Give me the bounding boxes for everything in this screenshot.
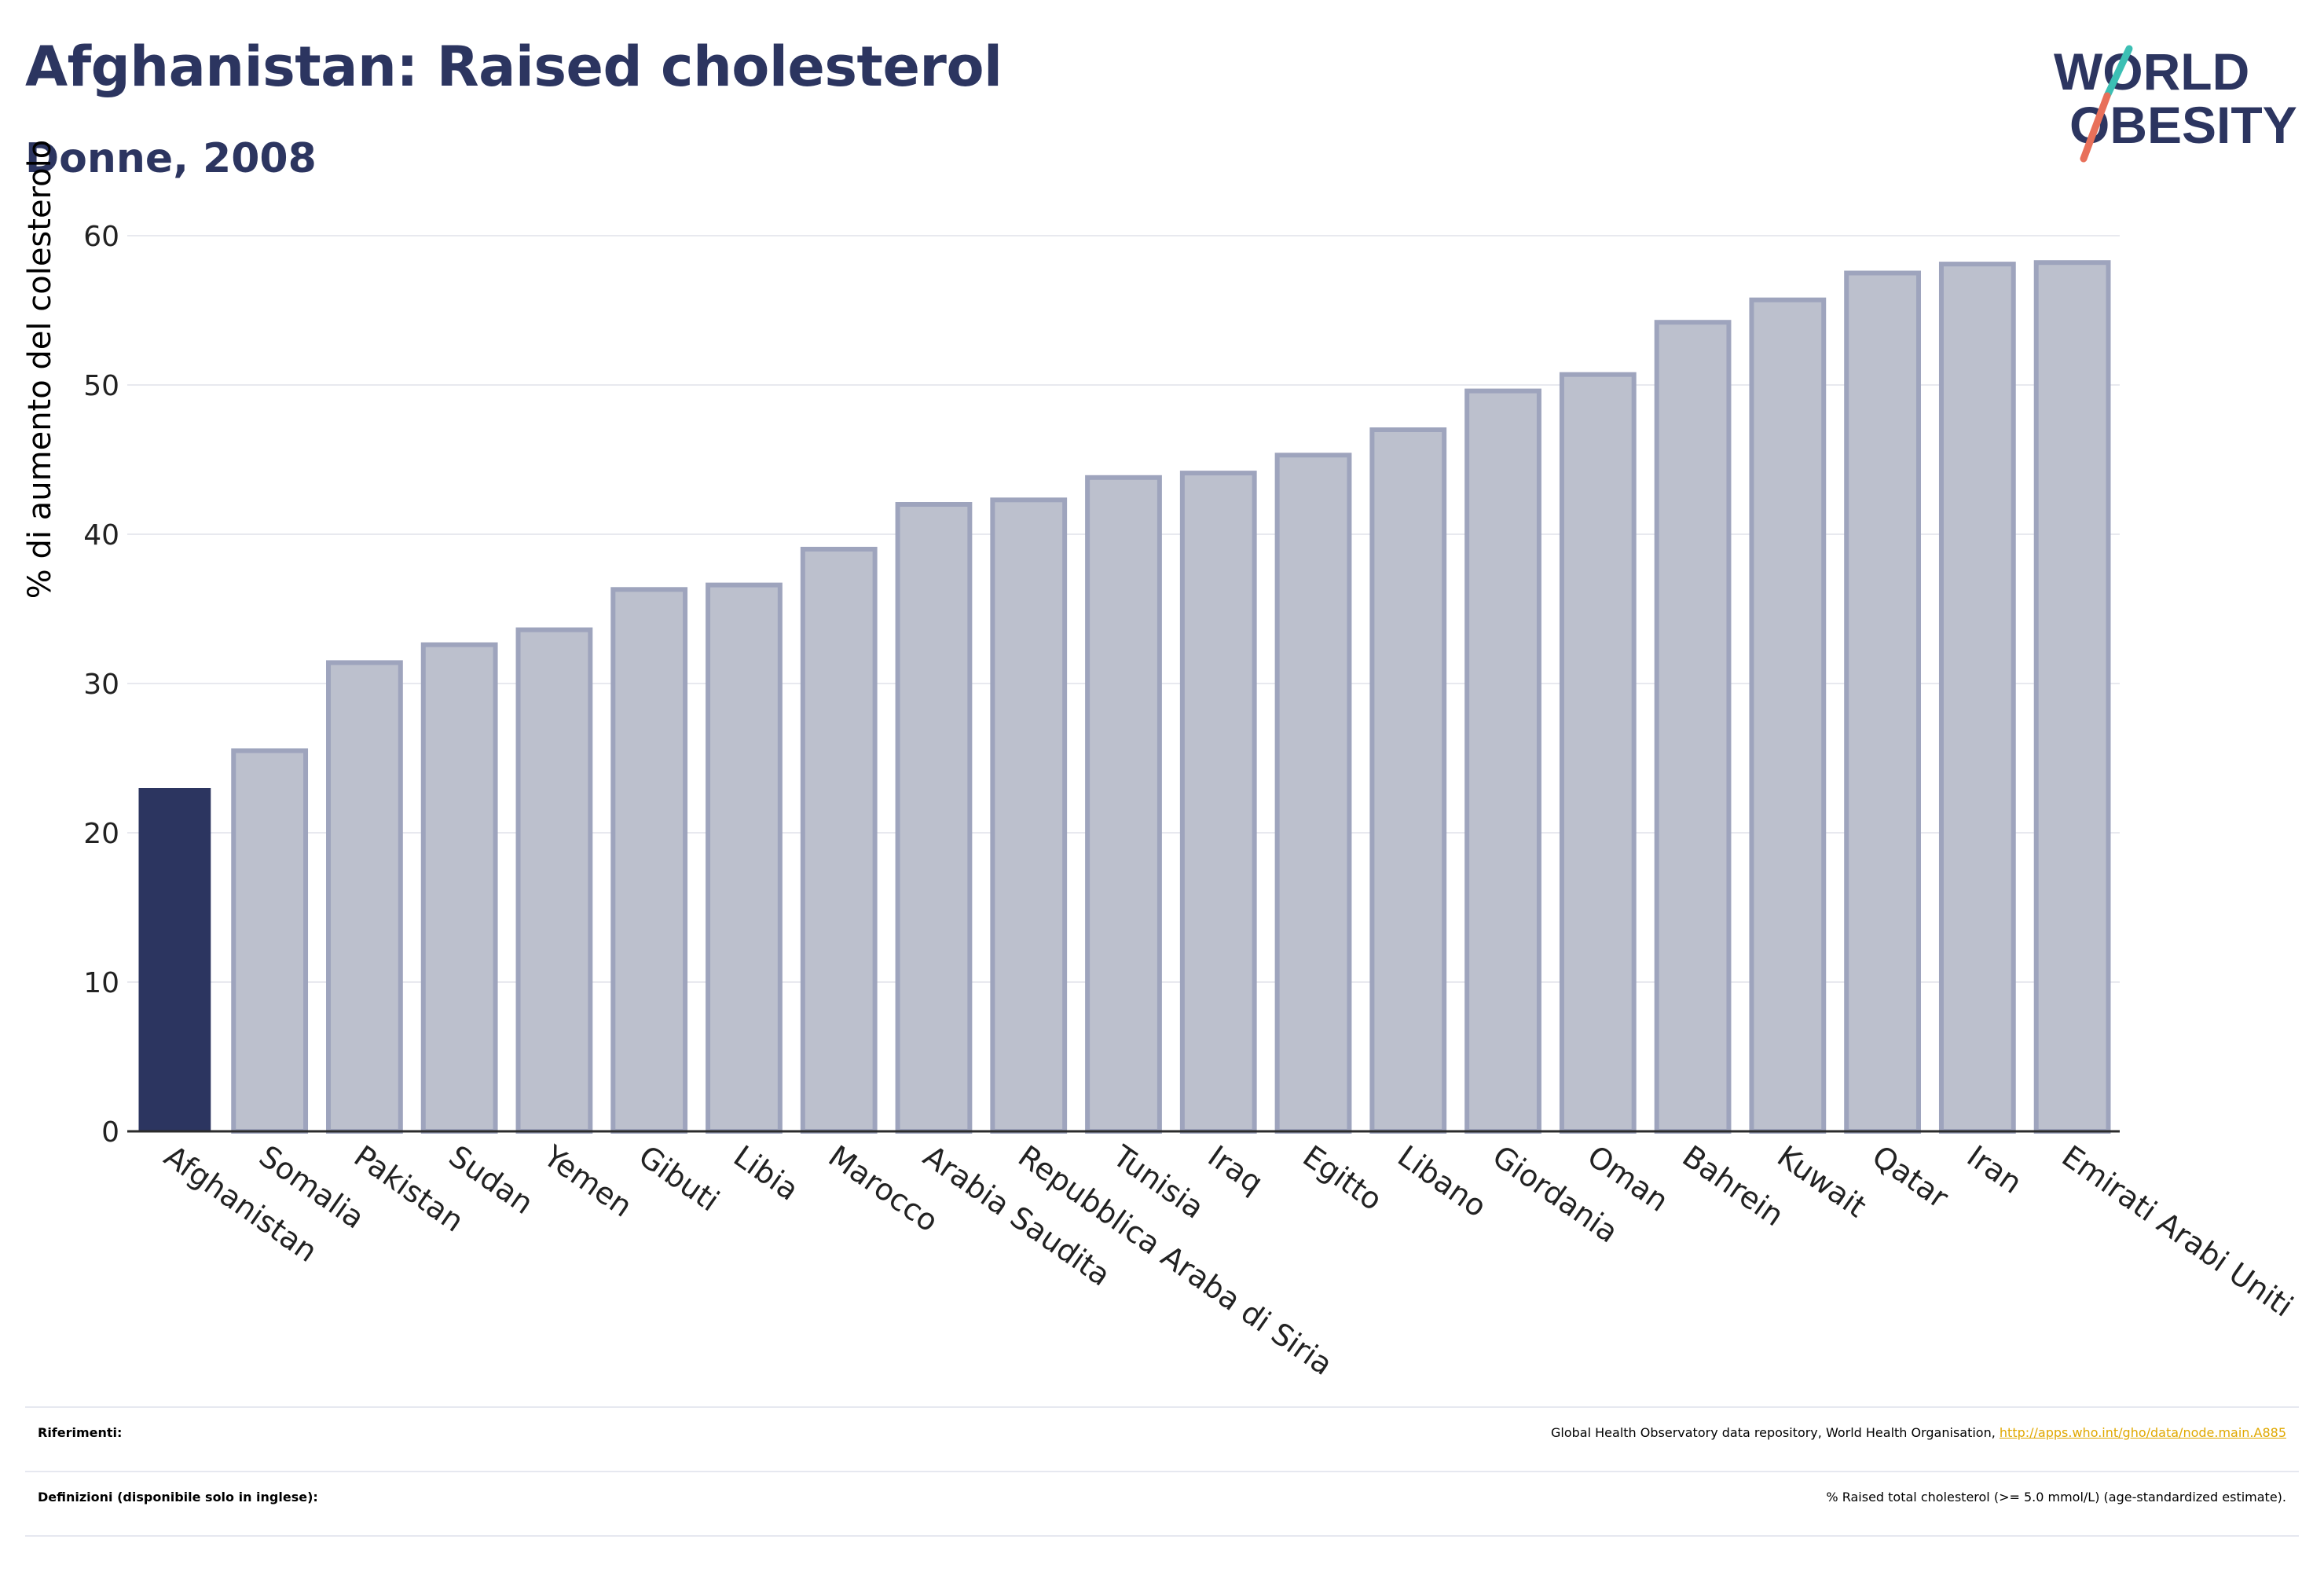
logo-word-obesity: OBESITY bbox=[2069, 96, 2297, 154]
bar-iran bbox=[1938, 262, 2016, 1134]
world-obesity-logo: WORLD OBESITY bbox=[2054, 42, 2297, 163]
bar-sudan bbox=[420, 642, 498, 1134]
bar-repubblica-araba-di-siria bbox=[990, 497, 1068, 1134]
definitions-row: Definizioni (disponibile solo in inglese… bbox=[25, 1471, 2299, 1535]
y-tick-label: 50 bbox=[83, 370, 119, 402]
chart-title: Afghanistan: Raised cholesterol bbox=[25, 35, 1003, 99]
bar-afghanistan bbox=[138, 788, 211, 1131]
x-tick-label: Egitto bbox=[1296, 1138, 1388, 1217]
references-row: Riferimenti: Global Health Observatory d… bbox=[25, 1406, 2299, 1471]
logo-slash-teal bbox=[2103, 45, 2133, 100]
bar-libia bbox=[706, 582, 783, 1134]
x-tick-label: Libia bbox=[728, 1138, 805, 1207]
bar-emirati-arabi-uniti bbox=[2033, 260, 2111, 1134]
definitions-label: Definizioni (disponibile solo in inglese… bbox=[38, 1490, 318, 1505]
bar-gibuti bbox=[610, 587, 688, 1134]
references-label: Riferimenti: bbox=[38, 1425, 123, 1440]
bar-kuwait bbox=[1749, 297, 1827, 1134]
logo-word-world: WORLD bbox=[2054, 42, 2249, 101]
y-axis-label: % di aumento del colesterolo bbox=[22, 139, 58, 599]
x-tick-label: Qatar bbox=[1866, 1138, 1955, 1215]
x-tick-label: Kuwait bbox=[1771, 1138, 1872, 1224]
chart-subtitle: Donne, 2008 bbox=[25, 135, 317, 182]
bar-chart: 0 10 20 30 40 50 60 AfghanistanSomaliaPakistan… bbox=[83, 221, 2299, 1382]
x-tick-label: Iran bbox=[1961, 1138, 2029, 1200]
bar-iraq bbox=[1179, 471, 1257, 1134]
y-tick-label: 10 bbox=[83, 967, 119, 999]
bar-tunisia bbox=[1085, 475, 1162, 1134]
bar-libano bbox=[1369, 427, 1447, 1134]
x-tick-labels: AfghanistanSomaliaPakistanSudanYemenGibu… bbox=[158, 1138, 2299, 1382]
bar-egitto bbox=[1274, 453, 1352, 1134]
y-tick-label: 20 bbox=[83, 818, 119, 850]
references-text: Global Health Observatory data repositor… bbox=[1551, 1425, 2000, 1440]
bar-qatar bbox=[1844, 270, 1921, 1134]
bar-giordania bbox=[1464, 388, 1541, 1134]
bar-yemen bbox=[515, 627, 593, 1134]
x-tick-label: Gibuti bbox=[632, 1138, 725, 1218]
x-tick-label: Yemen bbox=[537, 1138, 638, 1224]
y-tick-labels: 0 10 20 30 40 50 60 bbox=[83, 221, 119, 1149]
bar-marocco bbox=[800, 547, 878, 1134]
x-tick-label: Bahrein bbox=[1676, 1138, 1790, 1233]
x-tick-label: Emirati Arabi Uniti bbox=[2055, 1138, 2299, 1323]
y-tick-label: 30 bbox=[83, 669, 119, 701]
references-value: Global Health Observatory data repositor… bbox=[1551, 1425, 2286, 1440]
references-link[interactable]: http://apps.who.int/gho/data/node.main.A… bbox=[1999, 1425, 2286, 1440]
y-tick-label: 40 bbox=[83, 519, 119, 552]
bar-somalia bbox=[231, 748, 309, 1134]
bar-pakistan bbox=[326, 660, 403, 1134]
definitions-text: % Raised total cholesterol (>= 5.0 mmol/… bbox=[1826, 1490, 2286, 1505]
footer-divider bbox=[25, 1535, 2299, 1537]
logo-slash-coral bbox=[2080, 92, 2111, 163]
y-tick-label: 60 bbox=[83, 221, 119, 253]
bars bbox=[138, 260, 2111, 1134]
bar-arabia-saudita bbox=[895, 502, 973, 1134]
x-tick-label: Libano bbox=[1391, 1138, 1493, 1224]
x-tick-label: Iraq bbox=[1202, 1138, 1270, 1200]
bar-oman bbox=[1559, 372, 1637, 1134]
bar-bahrein bbox=[1654, 320, 1732, 1134]
y-tick-label: 0 bbox=[101, 1116, 119, 1149]
